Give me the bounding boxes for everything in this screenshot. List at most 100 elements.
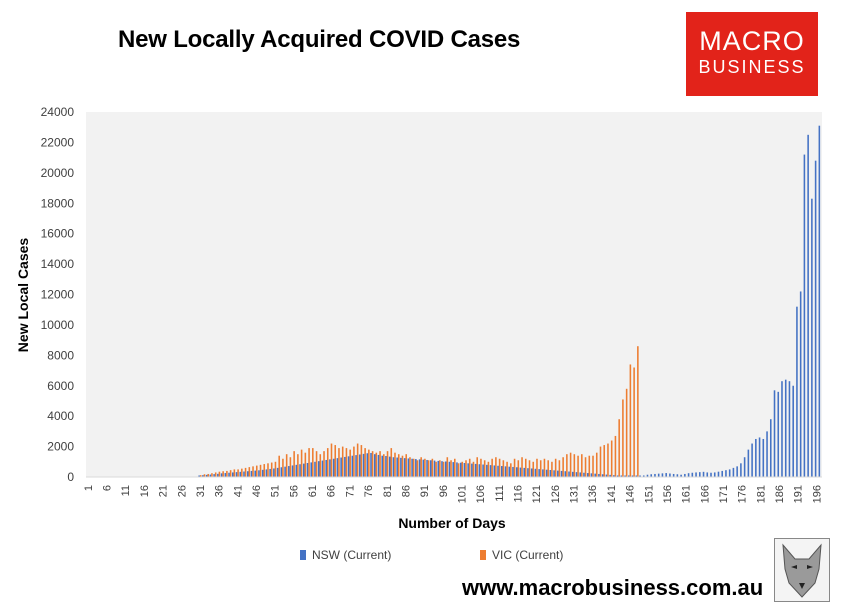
- y-tick-label: 12000: [41, 288, 75, 302]
- bar-vic: [435, 461, 437, 477]
- bar-nsw: [687, 473, 690, 477]
- bar-vic: [446, 457, 449, 477]
- y-tick-label: 10000: [41, 318, 75, 332]
- bar-nsw: [553, 470, 555, 477]
- bar-nsw: [370, 452, 372, 477]
- bar-nsw: [773, 390, 776, 477]
- bar-nsw: [631, 475, 634, 477]
- y-tick-label: 14000: [41, 257, 75, 271]
- bar-nsw: [489, 465, 492, 477]
- bar-nsw: [538, 469, 540, 477]
- bar-vic: [439, 460, 441, 477]
- y-tick-label: 4000: [47, 409, 74, 423]
- bar-nsw: [347, 456, 350, 477]
- bar-nsw: [564, 471, 567, 477]
- logo-line2: BUSINESS: [698, 57, 806, 77]
- x-tick-label: 21: [158, 485, 170, 497]
- bar-nsw: [725, 470, 727, 477]
- bar-vic: [495, 457, 497, 477]
- x-axis-label: Number of Days: [398, 515, 506, 531]
- bar-vic: [442, 461, 445, 477]
- x-tick-label: 41: [232, 485, 244, 497]
- x-tick-label: 151: [643, 485, 655, 503]
- bar-vic: [267, 463, 269, 477]
- bar-nsw: [302, 463, 305, 477]
- bar-nsw: [702, 471, 705, 477]
- bar-nsw: [568, 471, 570, 477]
- chart-title: New Locally Acquired COVID Cases: [118, 26, 521, 53]
- bar-vic: [513, 458, 516, 477]
- bar-vic: [603, 445, 606, 477]
- bar-nsw: [684, 473, 686, 477]
- bar-vic: [364, 448, 366, 477]
- bar-vic: [248, 467, 251, 477]
- x-tick-label: 86: [400, 485, 412, 497]
- bar-nsw: [482, 464, 484, 477]
- bar-nsw: [811, 198, 813, 477]
- bar-nsw: [396, 457, 398, 477]
- logo-line1: MACRO: [699, 26, 805, 56]
- bar-vic: [214, 472, 217, 477]
- bar-nsw: [803, 154, 806, 477]
- bar-nsw: [306, 463, 309, 477]
- bar-nsw: [276, 467, 279, 478]
- bar-nsw: [261, 469, 264, 477]
- bar-vic: [506, 461, 508, 477]
- bar-vic: [409, 457, 411, 477]
- bar-nsw: [448, 461, 451, 477]
- bar-nsw: [766, 431, 768, 478]
- bar-nsw: [586, 473, 589, 477]
- bar-nsw: [385, 456, 387, 477]
- bar-nsw: [486, 464, 488, 477]
- bar-nsw: [755, 438, 757, 477]
- bar-vic: [375, 452, 378, 477]
- bar-vic: [454, 458, 456, 477]
- x-tick-label: 16: [139, 485, 151, 497]
- bar-vic: [218, 471, 221, 477]
- bar-vic: [211, 473, 213, 477]
- bar-nsw: [676, 474, 679, 477]
- bar-nsw: [228, 472, 230, 477]
- y-tick-label: 0: [67, 470, 74, 484]
- bar-nsw: [332, 458, 335, 477]
- bar-vic: [323, 451, 325, 477]
- bar-nsw: [512, 466, 514, 477]
- bar-nsw: [616, 475, 619, 477]
- bar-nsw: [373, 454, 376, 477]
- x-tick-label: 171: [718, 485, 730, 503]
- bar-vic: [203, 474, 206, 477]
- bar-nsw: [661, 473, 664, 477]
- bar-nsw: [224, 473, 227, 477]
- y-axis-label: New Local Cases: [15, 238, 31, 353]
- bar-vic: [293, 451, 295, 477]
- bar-vic: [330, 443, 333, 477]
- bar-nsw: [392, 457, 395, 477]
- bar-nsw: [336, 458, 339, 477]
- bar-vic: [356, 443, 359, 477]
- x-tick-label: 121: [531, 485, 543, 503]
- x-tick-label: 161: [681, 485, 693, 503]
- x-tick-label: 196: [811, 485, 823, 503]
- bar-nsw: [504, 466, 507, 477]
- wolf-logo-icon: [774, 538, 830, 602]
- bar-vic: [263, 464, 266, 477]
- bar-nsw: [403, 458, 406, 477]
- bar-nsw: [411, 458, 413, 477]
- bar-vic: [633, 367, 635, 477]
- bar-nsw: [235, 472, 238, 477]
- bar-nsw: [545, 469, 548, 477]
- bar-nsw: [362, 453, 365, 477]
- bar-nsw: [605, 474, 608, 477]
- x-tick-label: 186: [774, 485, 786, 503]
- bar-vic: [312, 448, 314, 477]
- bar-nsw: [493, 465, 496, 477]
- x-tick-label: 141: [606, 485, 618, 503]
- bar-vic: [420, 457, 422, 477]
- bar-vic: [416, 460, 419, 477]
- bar-vic: [483, 460, 486, 477]
- bar-vic: [338, 448, 340, 477]
- x-tick-label: 66: [326, 485, 338, 497]
- bar-nsw: [422, 459, 425, 477]
- x-tick-label: 71: [344, 485, 356, 497]
